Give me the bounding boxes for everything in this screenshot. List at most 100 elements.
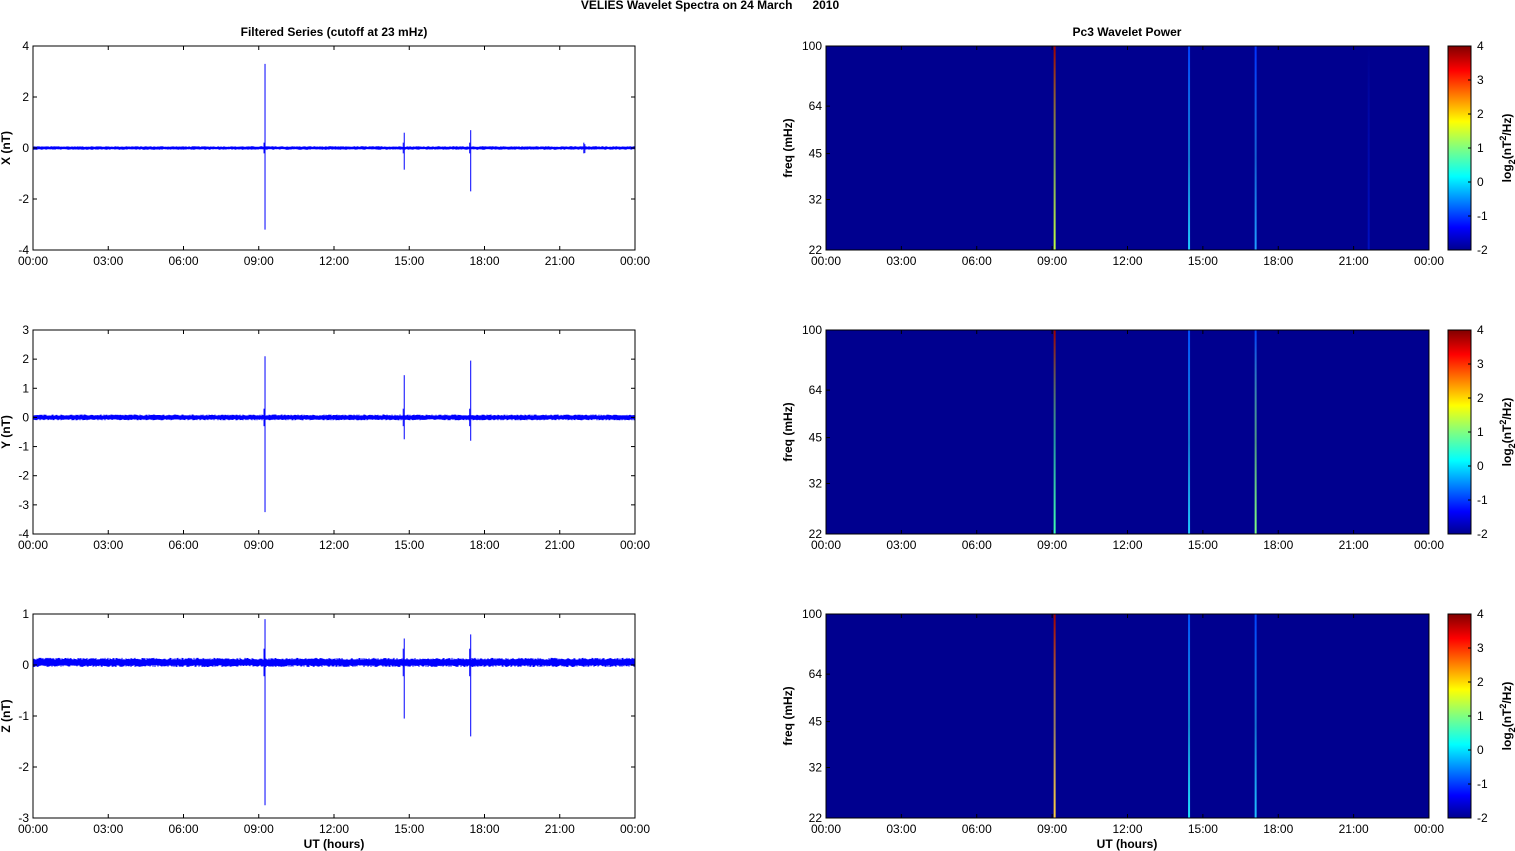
ytick-label-5-3: 64 <box>809 667 823 681</box>
plot-area-2 <box>33 614 635 818</box>
xtick-label-5-1: 03:00 <box>886 822 916 836</box>
power-streak-5-2 <box>1254 614 1257 818</box>
ytick-label-5-2: 45 <box>809 715 823 729</box>
xtick-label-4-1: 03:00 <box>886 538 916 552</box>
colorbar-3 <box>1447 45 1472 251</box>
cbtick-label-3-1: -1 <box>1477 209 1488 223</box>
xtick-label-0-0: 00:00 <box>18 254 48 268</box>
xtick-label-2-2: 06:00 <box>168 822 198 836</box>
xtick-label-2-7: 21:00 <box>545 822 575 836</box>
xtick-label-5-6: 18:00 <box>1263 822 1293 836</box>
xtick-label-1-6: 18:00 <box>469 538 499 552</box>
ylabel-5: freq (mHz) <box>781 686 795 745</box>
ytick-label-1-1: -3 <box>18 498 29 512</box>
power-streak-4-1 <box>1188 330 1191 534</box>
xtick-label-3-6: 18:00 <box>1263 254 1293 268</box>
right-column-title: Pc3 Wavelet Power <box>1073 25 1182 39</box>
ylabel-2: Z (nT) <box>0 699 13 732</box>
cbtick-label-3-4: 2 <box>1477 107 1484 121</box>
ytick-label-0-0: -4 <box>18 243 29 257</box>
cbtick-label-5-6: 4 <box>1477 607 1484 621</box>
xtick-label-0-4: 12:00 <box>319 254 349 268</box>
xtick-label-3-3: 09:00 <box>1037 254 1067 268</box>
ytick-label-0-4: 4 <box>22 39 29 53</box>
xtick-label-3-7: 21:00 <box>1339 254 1369 268</box>
colorbar-label-4: log2(nT2/Hz) <box>1498 398 1515 467</box>
xtick-label-2-6: 18:00 <box>469 822 499 836</box>
ytick-label-4-0: 22 <box>809 527 823 541</box>
cbtick-label-5-4: 2 <box>1477 675 1484 689</box>
xtick-label-1-1: 03:00 <box>93 538 123 552</box>
cbtick-label-5-0: -2 <box>1477 811 1488 825</box>
ytick-label-4-3: 64 <box>809 383 823 397</box>
xtick-label-5-2: 06:00 <box>962 822 992 836</box>
cbtick-label-4-2: 0 <box>1477 459 1484 473</box>
ylabel-1: Y (nT) <box>0 415 13 449</box>
power-streak-3-1 <box>1188 46 1191 250</box>
ytick-label-5-0: 22 <box>809 811 823 825</box>
power-streak-5-1 <box>1188 614 1191 818</box>
ytick-label-2-1: -2 <box>18 760 29 774</box>
power-streak-3-2 <box>1254 46 1257 250</box>
ytick-label-1-7: 3 <box>22 323 29 337</box>
ytick-label-3-2: 45 <box>809 147 823 161</box>
xtick-label-1-3: 09:00 <box>244 538 274 552</box>
xtick-label-3-4: 12:00 <box>1112 254 1142 268</box>
xtick-label-4-8: 00:00 <box>1414 538 1444 552</box>
xtick-label-5-7: 21:00 <box>1339 822 1369 836</box>
xtick-label-0-5: 15:00 <box>394 254 424 268</box>
cbtick-label-5-2: 0 <box>1477 743 1484 757</box>
xtick-label-1-2: 06:00 <box>168 538 198 552</box>
ytick-label-1-3: -1 <box>18 440 29 454</box>
cbtick-label-4-4: 2 <box>1477 391 1484 405</box>
power-streak-4-2 <box>1254 330 1257 534</box>
ylabel-4: freq (mHz) <box>781 402 795 461</box>
heatmap-area-4 <box>826 330 1429 534</box>
xtick-label-2-3: 09:00 <box>244 822 274 836</box>
xtick-label-2-1: 03:00 <box>93 822 123 836</box>
cbtick-label-5-3: 1 <box>1477 709 1484 723</box>
cbtick-label-5-5: 3 <box>1477 641 1484 655</box>
xtick-label-3-8: 00:00 <box>1414 254 1444 268</box>
ytick-label-3-1: 32 <box>809 193 823 207</box>
cbtick-label-3-5: 3 <box>1477 73 1484 87</box>
cbtick-label-4-3: 1 <box>1477 425 1484 439</box>
cbtick-label-4-0: -2 <box>1477 527 1488 541</box>
xtick-label-0-8: 00:00 <box>620 254 650 268</box>
ytick-label-1-4: 0 <box>22 410 29 424</box>
ylabel-3: freq (mHz) <box>781 118 795 177</box>
colorbar-label-3: log2(nT2/Hz) <box>1498 114 1515 183</box>
right-xlabel: UT (hours) <box>1097 837 1158 851</box>
xtick-label-2-4: 12:00 <box>319 822 349 836</box>
ytick-label-4-4: 100 <box>802 323 822 337</box>
xtick-label-0-3: 09:00 <box>244 254 274 268</box>
colorbar-5 <box>1447 613 1472 819</box>
left-column-title: Filtered Series (cutoff at 23 mHz) <box>241 25 428 39</box>
cbtick-label-4-1: -1 <box>1477 493 1488 507</box>
power-streak-4-0 <box>1053 330 1056 534</box>
ytick-label-3-4: 100 <box>802 39 822 53</box>
ytick-label-1-5: 1 <box>22 381 29 395</box>
ytick-label-4-1: 32 <box>809 477 823 491</box>
xtick-label-2-0: 00:00 <box>18 822 48 836</box>
ytick-label-0-2: 0 <box>22 141 29 155</box>
xtick-label-4-4: 12:00 <box>1112 538 1142 552</box>
power-streak-5-0 <box>1053 614 1056 818</box>
ytick-label-2-4: 1 <box>22 607 29 621</box>
xtick-label-5-4: 12:00 <box>1112 822 1142 836</box>
cbtick-label-5-1: -1 <box>1477 777 1488 791</box>
xtick-label-5-5: 15:00 <box>1188 822 1218 836</box>
xtick-label-5-0: 00:00 <box>811 822 841 836</box>
panels: -4 -2 0 2 4 X (nT) 00:00 03:00 06:00 09:00 12:00 15… <box>0 39 1515 836</box>
power-streak-3-3 <box>1367 46 1370 250</box>
xtick-label-2-8: 00:00 <box>620 822 650 836</box>
xtick-label-0-7: 21:00 <box>545 254 575 268</box>
cbtick-label-3-3: 1 <box>1477 141 1484 155</box>
left-xlabel: UT (hours) <box>304 837 365 851</box>
ytick-label-5-4: 100 <box>802 607 822 621</box>
xtick-label-2-5: 15:00 <box>394 822 424 836</box>
xtick-label-3-0: 00:00 <box>811 254 841 268</box>
ytick-label-4-2: 45 <box>809 431 823 445</box>
colorbar-4 <box>1447 329 1472 535</box>
